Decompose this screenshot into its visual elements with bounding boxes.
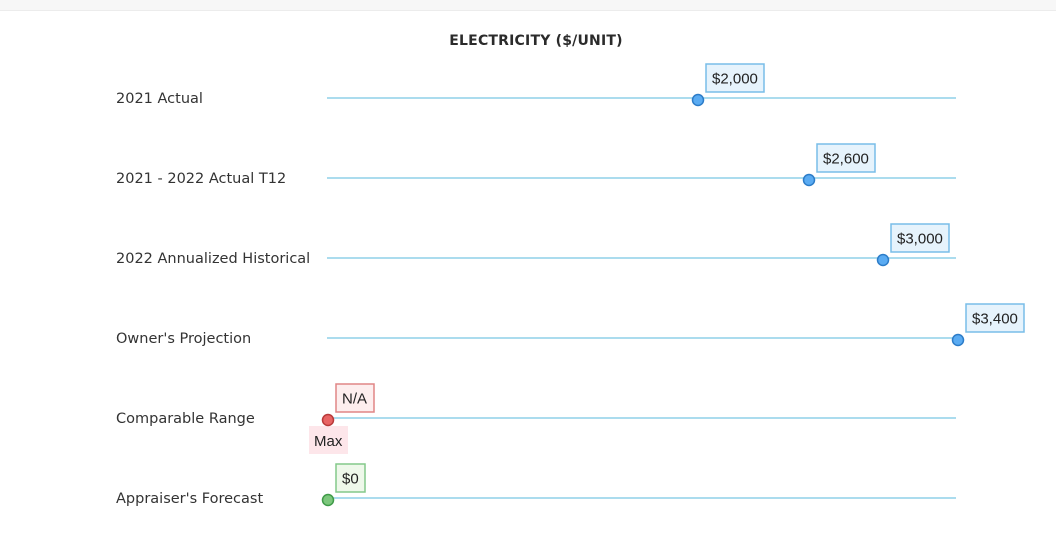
value-label-box <box>890 223 950 253</box>
row-label: Appraiser's Forecast <box>116 491 263 507</box>
chart-row: Owner's Projection $3,400 <box>116 303 1025 347</box>
row-label: 2022 Annualized Historical <box>116 251 310 267</box>
value-label: $0 <box>342 471 359 488</box>
data-point <box>876 253 890 267</box>
chart-row: Comparable Range N/A Max <box>116 383 956 454</box>
chart-row: 2021 Actual $2,000 <box>116 63 956 107</box>
data-point <box>691 93 705 107</box>
chart-row: 2022 Annualized Historical $3,000 <box>116 223 956 267</box>
row-label: 2021 - 2022 Actual T12 <box>116 171 286 187</box>
chart-row: 2021 - 2022 Actual T12 $2,600 <box>116 143 956 187</box>
data-point <box>951 333 965 347</box>
top-strip <box>0 0 1056 11</box>
row-label: Comparable Range <box>116 411 255 427</box>
data-point <box>321 493 335 507</box>
sub-label-box <box>309 426 348 454</box>
row-label: Owner's Projection <box>116 331 251 347</box>
chart-rows: 2021 Actual $2,000 2021 - 2022 Actual T12 $… <box>116 63 1025 507</box>
value-label: $3,400 <box>972 311 1018 328</box>
row-label: 2021 Actual <box>116 91 203 107</box>
chart-title: ELECTRICITY ($/UNIT) <box>449 33 622 49</box>
chart-row: Appraiser's Forecast $0 <box>116 463 956 507</box>
data-point <box>802 173 816 187</box>
value-label: $2,600 <box>823 151 869 168</box>
value-label: $2,000 <box>712 71 758 88</box>
value-label-box <box>816 143 876 173</box>
value-label-box <box>335 383 375 413</box>
value-label-box <box>335 463 366 493</box>
data-point <box>321 413 335 427</box>
value-label: $3,000 <box>897 231 943 248</box>
value-label-box <box>705 63 765 93</box>
value-label: N/A <box>342 391 367 408</box>
value-label-box <box>965 303 1025 333</box>
sub-label: Max <box>314 433 343 450</box>
